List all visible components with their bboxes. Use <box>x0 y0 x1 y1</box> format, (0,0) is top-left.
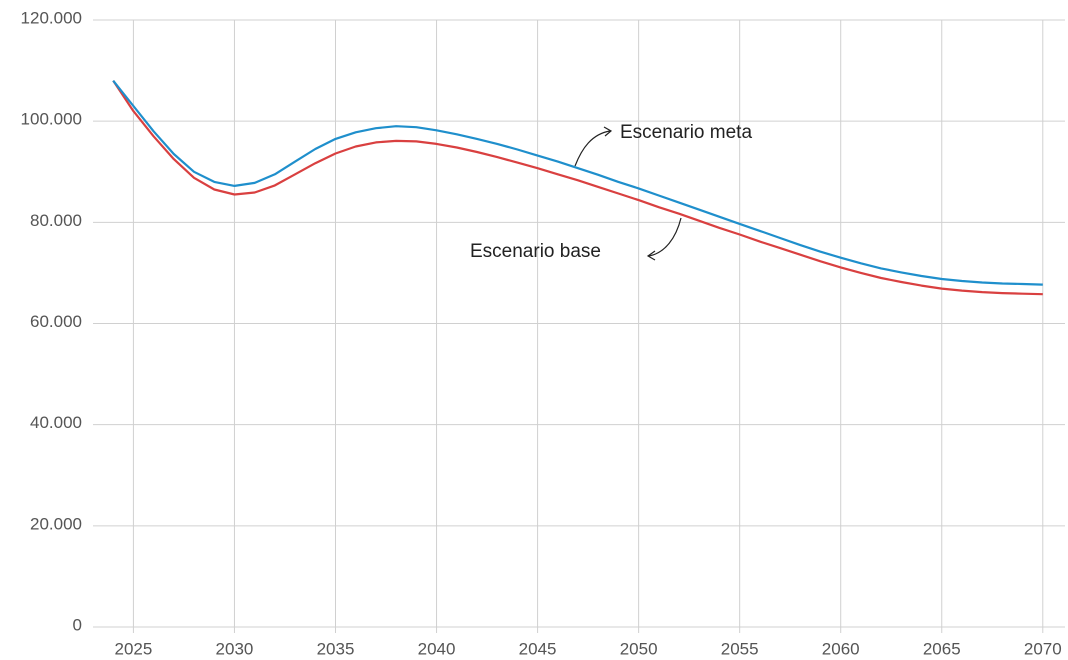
x-tick-label: 2045 <box>519 639 557 658</box>
annotation-arrows <box>574 126 682 261</box>
arrow <box>648 217 682 257</box>
y-tick-label: 100.000 <box>21 110 82 129</box>
series-label: Escenario meta <box>620 122 752 143</box>
x-tick-label: 2050 <box>620 639 658 658</box>
y-tick-label: 40.000 <box>30 413 82 432</box>
series-line <box>112 80 1043 286</box>
x-tick-label: 2070 <box>1024 639 1062 658</box>
x-tick-label: 2025 <box>115 639 153 658</box>
arrow <box>574 130 611 167</box>
y-tick-label: 80.000 <box>30 211 82 230</box>
y-tick-label: 0 <box>73 615 82 634</box>
arrowhead <box>646 250 656 261</box>
y-tick-label: 120.000 <box>21 8 82 27</box>
x-tick-label: 2035 <box>317 639 355 658</box>
x-tick-label: 2055 <box>721 639 759 658</box>
y-tick-label: 20.000 <box>30 514 82 533</box>
x-tick-label: 2030 <box>216 639 254 658</box>
arrowhead <box>603 126 613 137</box>
y-tick-label: 60.000 <box>30 312 82 331</box>
x-tick-label: 2065 <box>923 639 961 658</box>
series-line <box>112 80 1043 296</box>
series-label: Escenario base <box>470 241 601 262</box>
x-tick-label: 2040 <box>418 639 456 658</box>
x-tick-label: 2060 <box>822 639 860 658</box>
